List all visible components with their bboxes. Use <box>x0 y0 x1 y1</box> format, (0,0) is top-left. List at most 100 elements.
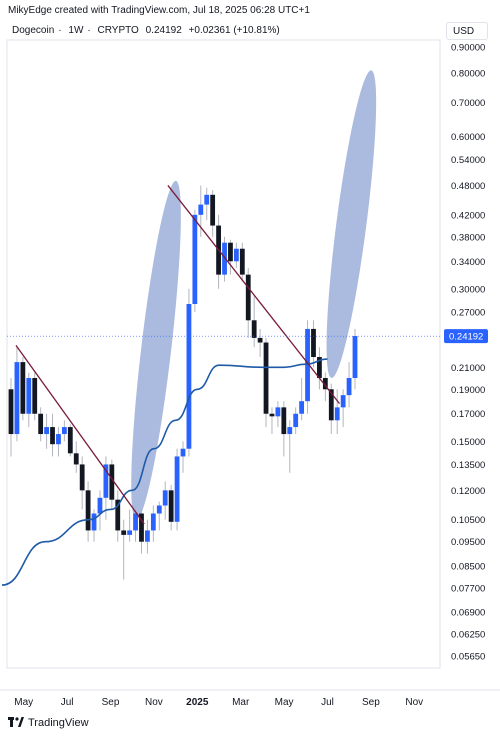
candle-up <box>145 530 150 542</box>
candle-up <box>186 303 192 449</box>
candle-down <box>210 194 216 226</box>
price-change: +0.02361 (+10.81%) <box>188 25 280 36</box>
candle-up <box>346 377 352 396</box>
candle-up <box>287 427 293 435</box>
candle-up <box>61 427 67 435</box>
candle-down <box>317 357 322 378</box>
time-tick-label: Nov <box>145 697 163 708</box>
price-tick-label: 0.12000 <box>451 486 485 497</box>
highlight-ellipse <box>326 70 377 379</box>
time-tick-label: May <box>275 697 294 708</box>
candle-down <box>322 377 328 390</box>
time-axis[interactable]: May Jul Sep Nov 2025 Mar May Jul Sep Nov <box>14 697 423 708</box>
candle-down <box>109 464 115 500</box>
tradingview-logo-icon <box>8 716 24 730</box>
candle-up <box>97 497 103 514</box>
candle-up <box>26 377 32 414</box>
price-value: 0.24192 <box>145 25 182 36</box>
brand-name: TradingView <box>28 717 89 729</box>
candle-up <box>233 248 239 262</box>
highlight-ellipses <box>131 70 377 520</box>
price-tick-label: 0.05650 <box>451 652 485 663</box>
time-tick-label: Jul <box>321 697 334 708</box>
candle-up <box>103 464 109 498</box>
last-price-badge <box>444 329 488 344</box>
price-tick-label: 0.08500 <box>451 562 485 573</box>
price-tick-label: 0.06900 <box>451 608 485 619</box>
candle-down <box>121 530 127 535</box>
price-tick-label: 0.30000 <box>451 284 485 295</box>
candle-down <box>269 413 275 417</box>
candle-up <box>334 407 340 421</box>
candle-down <box>239 248 245 275</box>
price-tick-label: 0.38000 <box>451 232 485 243</box>
candle-up <box>14 362 20 435</box>
price-tick-label: 0.10500 <box>451 515 485 526</box>
candle-up <box>204 194 210 205</box>
currency-button[interactable]: USD <box>446 22 488 40</box>
symbol-legend[interactable]: Dogecoin · 1W · CRYPTO 0.24192 +0.02361 (+… <box>12 25 280 36</box>
candle-up <box>156 505 162 514</box>
price-tick-label: 0.70000 <box>451 98 485 109</box>
time-tick-label: 2025 <box>186 697 209 708</box>
candle-up <box>305 328 310 402</box>
trendline <box>15 344 145 525</box>
candle-down <box>32 377 38 414</box>
candle-up <box>352 336 358 378</box>
time-tick-label: Nov <box>405 697 423 708</box>
exchange-label: CRYPTO <box>97 25 139 36</box>
price-axis[interactable]: 0.90000 0.80000 0.70000 0.60000 0.54000 0.480… <box>7 43 488 663</box>
candle-down <box>139 513 144 542</box>
candle-up <box>340 395 346 408</box>
candle-up <box>222 242 227 275</box>
price-tick-label: 0.09500 <box>451 537 485 548</box>
price-tick-label: 0.21000 <box>451 363 485 374</box>
author-line: MikyEdge created with TradingView.com, J… <box>8 5 310 16</box>
price-tick-label: 0.42000 <box>451 210 485 221</box>
price-tick-label: 0.17000 <box>451 409 485 420</box>
candle-up <box>56 434 61 445</box>
candle-up <box>150 513 156 531</box>
price-tick-label: 0.48000 <box>451 181 485 192</box>
time-tick-label: May <box>14 697 33 708</box>
price-tick-label: 0.54000 <box>451 155 485 166</box>
candle-down <box>281 407 287 435</box>
candle-down <box>263 342 269 414</box>
time-tick-label: Mar <box>232 697 250 708</box>
candle-up <box>133 513 138 531</box>
candle-up <box>180 448 186 457</box>
candle-up <box>91 513 97 531</box>
tradingview-brand[interactable]: TradingView <box>8 716 89 730</box>
candle-down <box>228 242 233 262</box>
symbol-name: Dogecoin <box>12 25 55 36</box>
price-tick-label: 0.90000 <box>451 43 485 54</box>
candle-down <box>67 427 73 454</box>
price-tick-label: 0.15000 <box>451 437 485 448</box>
candle-down <box>311 328 316 358</box>
candle-down <box>50 427 55 445</box>
price-tick-label: 0.80000 <box>451 69 485 80</box>
price-tick-label: 0.13500 <box>451 460 485 471</box>
candle-up <box>198 204 204 215</box>
candle-down <box>38 413 44 435</box>
candle-down <box>251 320 257 338</box>
candle-up <box>44 427 49 435</box>
trendline <box>167 185 341 405</box>
interval-label: 1W <box>68 25 84 36</box>
candle-up <box>127 530 133 535</box>
time-tick-label: Sep <box>102 697 120 708</box>
candle-down <box>20 362 26 414</box>
candle-down <box>8 389 14 435</box>
candle-down <box>115 499 121 531</box>
candles <box>8 185 358 580</box>
candle-down <box>328 389 334 421</box>
moving-average-line <box>1 358 328 586</box>
candle-down <box>245 274 251 321</box>
candle-up <box>174 456 180 522</box>
candle-up <box>299 401 305 414</box>
time-tick-label: Jul <box>61 697 74 708</box>
candle-down <box>257 337 263 343</box>
candle-up <box>293 413 299 428</box>
time-tick-label: Sep <box>362 697 380 708</box>
